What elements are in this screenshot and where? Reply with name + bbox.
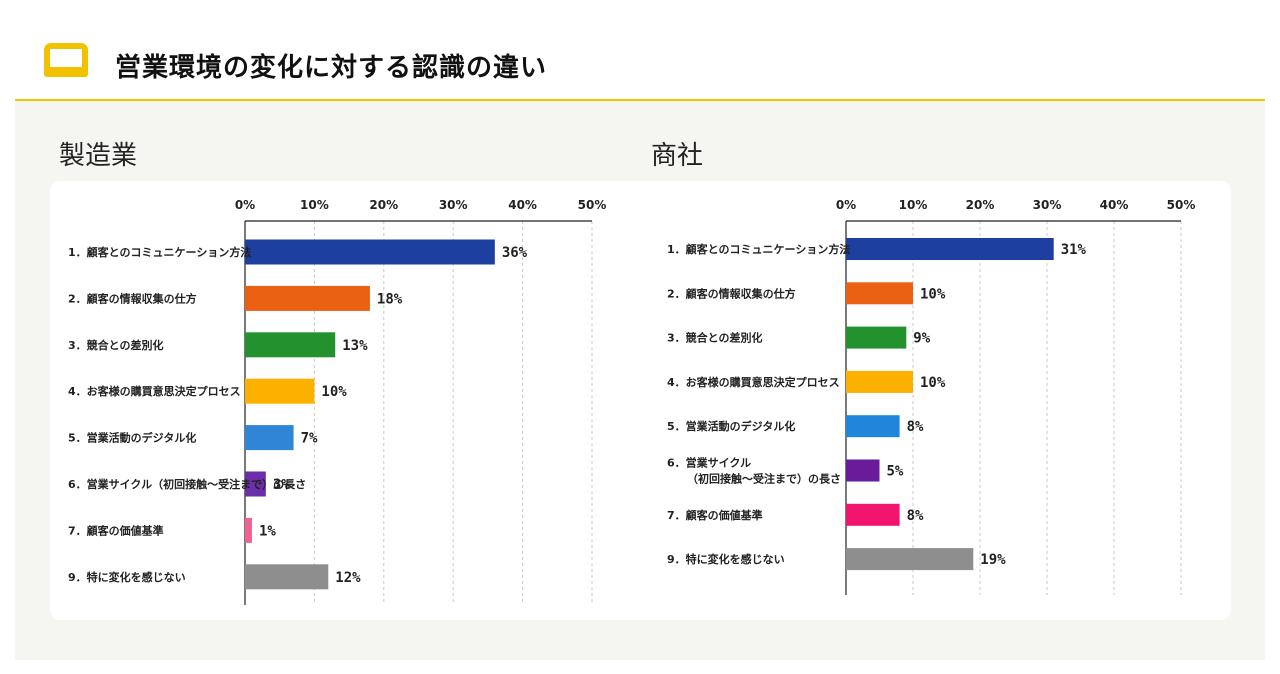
bar (846, 282, 913, 305)
x-tick-label: 0% (235, 198, 255, 212)
bar (245, 378, 315, 404)
category-label: 6．営業サイクル（初回接触～受注まで）の長さ (68, 477, 306, 491)
data-label: 3% (273, 477, 290, 493)
x-tick-label: 0% (836, 198, 856, 212)
page-title: 営業環境の変化に対する認識の違い (115, 53, 548, 83)
data-label: 9% (913, 331, 930, 347)
bar (245, 471, 266, 497)
category-label: 5．営業活動のデジタル化 (667, 419, 795, 433)
category-label: 1．顧客とのコミュニケーション方法 (667, 242, 850, 256)
category-label: （初回接触～受注まで）の長さ (687, 472, 841, 486)
bar (846, 370, 913, 393)
data-label: 7% (301, 431, 318, 447)
bar (846, 459, 880, 482)
bar (846, 326, 907, 349)
bar (245, 517, 252, 543)
category-label: 7．顧客の価値基準 (667, 508, 763, 522)
category-label: 7．顧客の価値基準 (68, 523, 164, 537)
data-label: 8% (907, 508, 924, 524)
data-label: 19% (980, 552, 1006, 568)
data-label: 12% (335, 570, 361, 586)
chart-manufacturing-svg: 0% 10% 20% 30% 40% 50% 36% 1．顧客とのコミュニケーション方法 18%… (68, 198, 607, 605)
data-label: 10% (321, 384, 347, 400)
note-icon (44, 43, 88, 77)
x-tick-label: 30% (1033, 198, 1062, 212)
x-tick-label: 50% (1167, 198, 1196, 212)
chart-title-trading: 商社 (651, 141, 704, 171)
chart-manufacturing: 0% 10% 20% 30% 40% 50% 36% 1．顧客とのコミュニケーション方法 18%… (50, 181, 640, 620)
category-label: 5．営業活動のデジタル化 (68, 431, 196, 445)
category-label: 4．お客様の購買意思決定プロセス (667, 375, 840, 389)
data-label: 13% (342, 338, 368, 354)
bar (846, 503, 900, 526)
category-label: 2．顧客の情報収集の仕方 (667, 286, 796, 300)
x-tick-label: 10% (300, 198, 329, 212)
data-label: 10% (920, 375, 946, 391)
category-label: 9．特に変化を感じない (667, 552, 785, 566)
x-tick-label: 50% (578, 198, 607, 212)
x-tick-label: 40% (1100, 198, 1129, 212)
bar (245, 332, 336, 358)
bar (245, 564, 329, 590)
data-label: 31% (1061, 242, 1087, 258)
slide-frame: 営業環境の変化に対する認識の違い 製造業 商社 0% 10% 20% 30% 40% 50… (15, 17, 1265, 660)
x-tick-label: 30% (439, 198, 468, 212)
chart-title-manufacturing: 製造業 (59, 141, 138, 171)
bar (245, 285, 370, 311)
x-tick-label: 10% (899, 198, 928, 212)
chart-trading: 0% 10% 20% 30% 40% 50% 31% 1．顧客とのコミュニケーション方法 10%… (640, 181, 1231, 620)
chart-trading-svg: 0% 10% 20% 30% 40% 50% 31% 1．顧客とのコミュニケーション方法 10%… (667, 198, 1196, 595)
x-tick-label: 20% (369, 198, 398, 212)
data-label: 5% (887, 464, 904, 480)
data-label: 18% (377, 291, 403, 307)
data-label: 8% (907, 419, 924, 435)
chart-card: 0% 10% 20% 30% 40% 50% 36% 1．顧客とのコミュニケーション方法 18%… (50, 181, 1231, 620)
x-tick-label: 40% (508, 198, 537, 212)
category-label: 3．競合との差別化 (68, 338, 164, 352)
bar (846, 415, 900, 438)
x-tick-label: 20% (966, 198, 995, 212)
category-label: 6．営業サイクル (667, 456, 751, 470)
data-label: 10% (920, 286, 946, 302)
bar (846, 238, 1054, 260)
category-label: 2．顧客の情報収集の仕方 (68, 291, 197, 305)
category-label: 9．特に変化を感じない (68, 570, 186, 584)
bar (846, 548, 974, 571)
data-label: 1% (259, 523, 276, 539)
bar (245, 239, 495, 265)
header-bar: 営業環境の変化に対する認識の違い (15, 17, 1265, 101)
bar (245, 425, 294, 451)
category-label: 1．顧客とのコミュニケーション方法 (68, 245, 251, 259)
data-label: 36% (502, 245, 528, 261)
category-label: 4．お客様の購買意思決定プロセス (68, 384, 241, 398)
category-label: 3．競合との差別化 (667, 331, 763, 345)
